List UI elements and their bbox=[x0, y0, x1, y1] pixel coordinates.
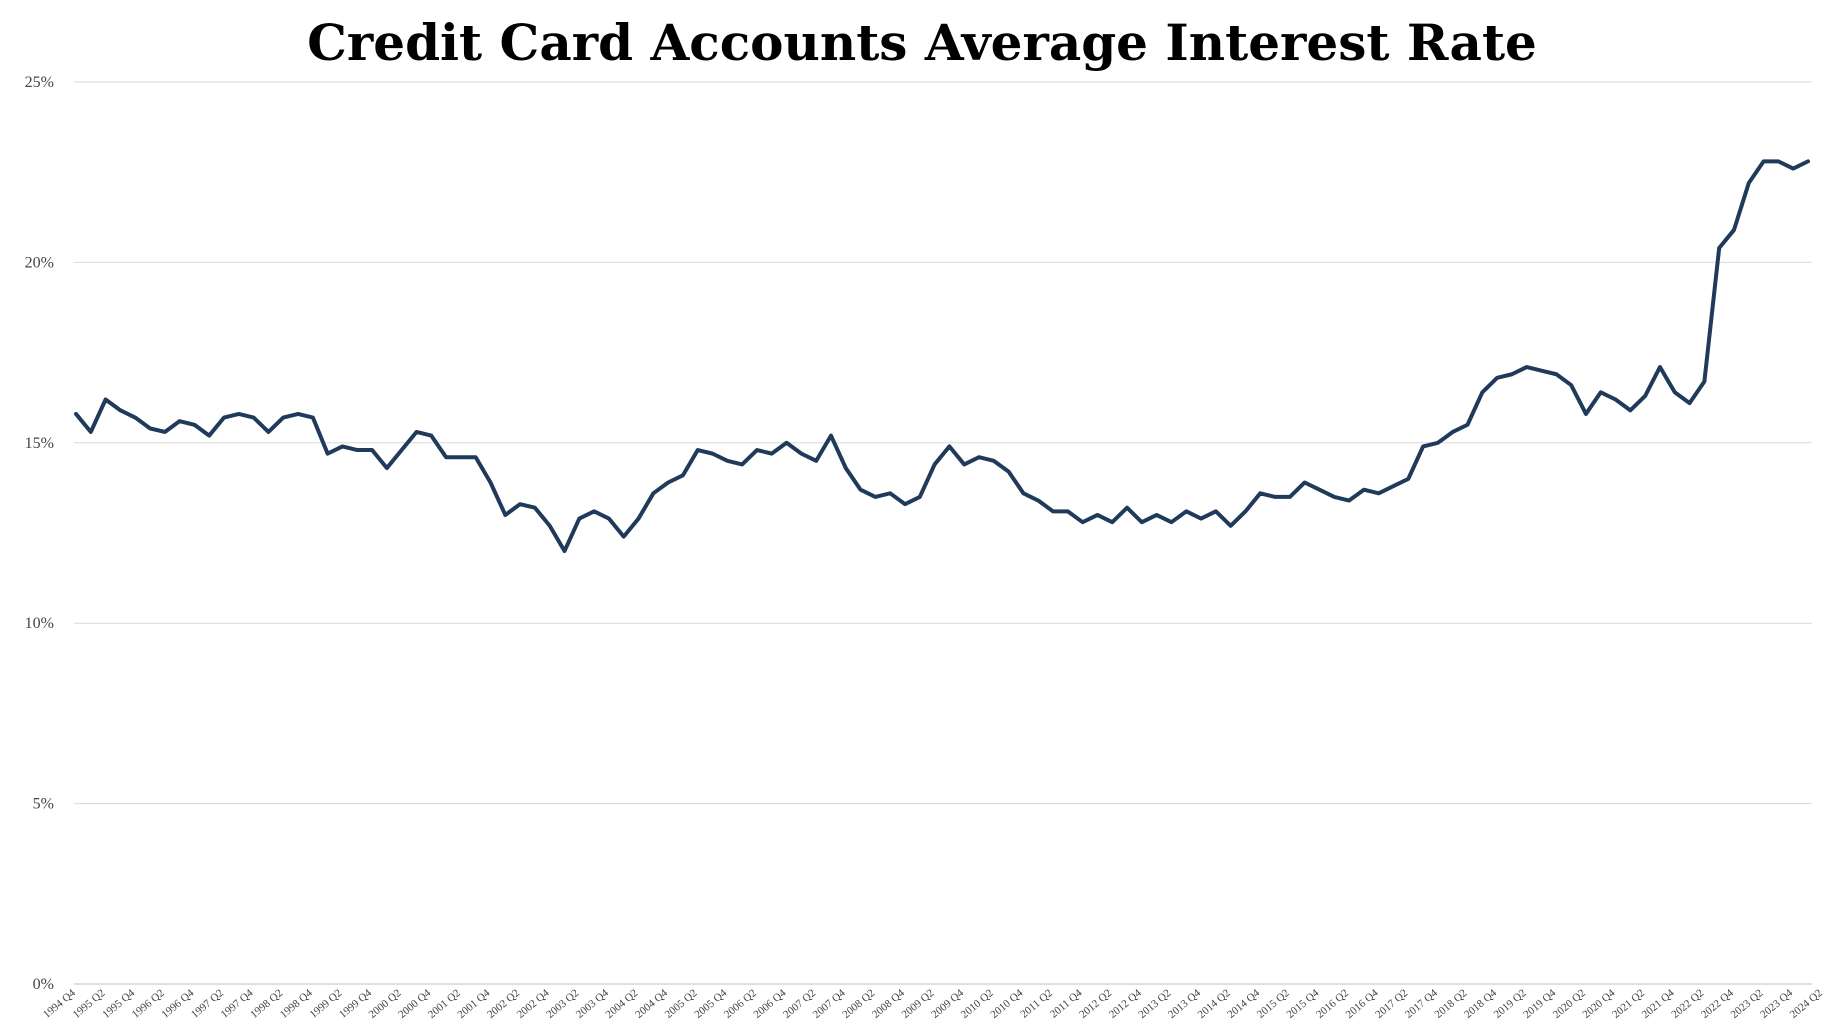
x-tick-label: 2017 Q2 bbox=[1373, 987, 1410, 1021]
x-tick-label: 1997 Q2 bbox=[189, 987, 226, 1021]
x-tick-label: 2003 Q2 bbox=[544, 987, 581, 1021]
y-tick-label: 0% bbox=[33, 976, 54, 993]
x-tick-label: 2015 Q2 bbox=[1255, 987, 1292, 1021]
y-tick-label: 20% bbox=[25, 254, 54, 271]
x-tick-label: 2008 Q2 bbox=[840, 987, 877, 1021]
x-tick-label: 2005 Q2 bbox=[663, 987, 700, 1021]
x-tick-label: 2022 Q2 bbox=[1669, 987, 1706, 1021]
x-tick-label: 2021 Q2 bbox=[1610, 987, 1647, 1021]
x-tick-label: 2024 Q2 bbox=[1788, 987, 1825, 1021]
x-tick-label: 1996 Q2 bbox=[130, 987, 167, 1021]
gridlines bbox=[74, 81, 1812, 805]
x-tick-label: 2014 Q2 bbox=[1196, 987, 1233, 1021]
x-tick-label: 1999 Q2 bbox=[307, 987, 344, 1021]
y-tick-label: 10% bbox=[25, 615, 54, 632]
x-tick-label: 2016 Q2 bbox=[1314, 987, 1351, 1021]
x-tick-label: 2020 Q2 bbox=[1551, 987, 1588, 1021]
y-tick-label: 15% bbox=[25, 435, 54, 452]
x-tick-label: 2019 Q2 bbox=[1492, 987, 1529, 1021]
x-tick-label: 2006 Q2 bbox=[722, 987, 759, 1021]
x-tick-label: 2010 Q4 bbox=[988, 987, 1025, 1021]
y-tick-label: 25% bbox=[25, 74, 54, 91]
x-tick-label: 2004 Q2 bbox=[603, 987, 640, 1021]
x-tick-label: 2011 Q2 bbox=[1018, 987, 1055, 1020]
x-tick-label: 2023 Q2 bbox=[1729, 987, 1766, 1021]
series-layer bbox=[74, 159, 1810, 554]
chart-title: Credit Card Accounts Average Interest Ra… bbox=[307, 13, 1537, 72]
x-tick-label: 2000 Q2 bbox=[367, 987, 404, 1021]
y-axis-ticks: 0% 5% 10% 15% 20% 25% bbox=[25, 74, 54, 993]
x-tick-label: 1995 Q2 bbox=[71, 987, 108, 1021]
x-tick-label: 2001 Q2 bbox=[426, 987, 463, 1021]
x-tick-label: 2007 Q2 bbox=[781, 987, 818, 1021]
x-tick-label: 2002 Q2 bbox=[485, 987, 522, 1021]
x-tick-label: 2013 Q2 bbox=[1136, 987, 1173, 1021]
x-tick-label: 1998 Q2 bbox=[248, 987, 285, 1021]
x-tick-label: 2010 Q2 bbox=[959, 987, 996, 1021]
x-tick-label: 2018 Q2 bbox=[1432, 987, 1469, 1021]
x-tick-label: 2009 Q2 bbox=[900, 987, 937, 1021]
x-tick-label: 2012 Q2 bbox=[1077, 987, 1114, 1021]
series-line bbox=[74, 159, 1810, 554]
y-tick-label: 5% bbox=[33, 796, 54, 813]
